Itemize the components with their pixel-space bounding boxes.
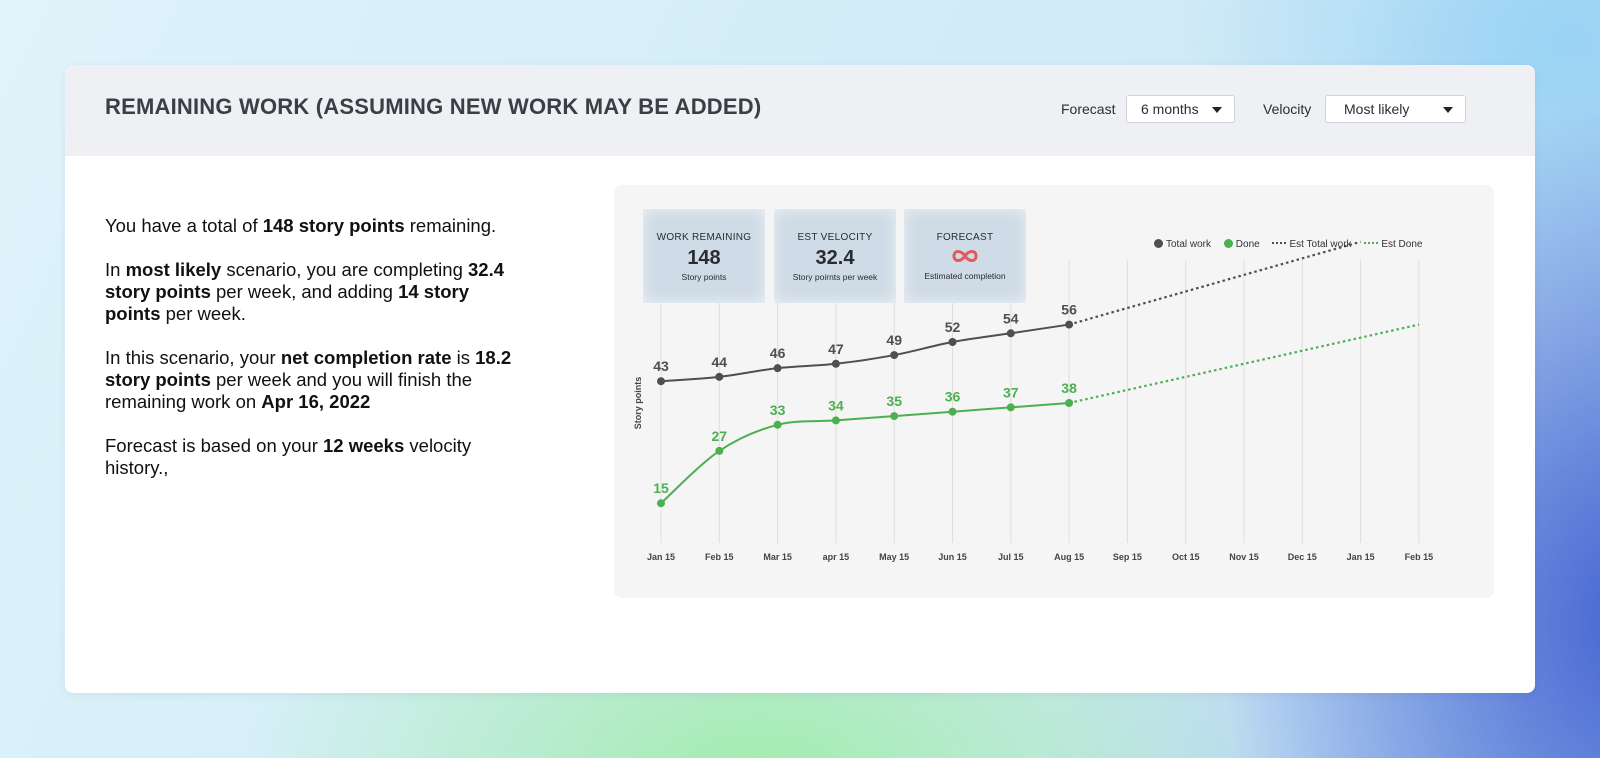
- legend-est-done: Est Done: [1364, 239, 1422, 250]
- x-tick-label: Nov 15: [1229, 552, 1259, 562]
- data-label: 46: [770, 345, 786, 361]
- chart-panel: Jan 15 Feb 15 Mar 15 apr 15 May 15 Jun 15 Jul …: [614, 185, 1494, 598]
- data-point: [715, 446, 724, 455]
- data-label: 43: [653, 358, 669, 374]
- x-tick-label: May 15: [879, 552, 909, 562]
- data-point: [1006, 403, 1015, 412]
- forecast-label: Forecast: [1061, 101, 1116, 117]
- card-header: REMAINING WORK (ASSUMING NEW WORK MAY BE…: [65, 65, 1535, 156]
- page-title: REMAINING WORK (ASSUMING NEW WORK MAY BE…: [105, 94, 762, 119]
- data-label: 56: [1061, 302, 1077, 318]
- x-tick-label: Dec 15: [1288, 552, 1317, 562]
- data-label: 33: [770, 402, 786, 418]
- data-label: 15: [653, 480, 669, 496]
- x-tick-label: Feb 15: [705, 552, 734, 562]
- summary-history: Forecast is based on your 12 weeks veloc…: [105, 435, 472, 478]
- x-tick-label: apr 15: [823, 552, 850, 562]
- x-tick-label: Jan 15: [1347, 552, 1375, 562]
- kpi-est-velocity-sub: Story poirnts per week: [792, 272, 878, 282]
- remaining-work-card: REMAINING WORK (ASSUMING NEW WORK MAY BE…: [65, 65, 1535, 693]
- kpi-work-remaining-sub: Story points: [681, 272, 727, 282]
- kpi-est-velocity: EST VELOCITY 32.4 Story poirnts per week: [774, 209, 896, 303]
- x-tick-label: Jun 15: [938, 552, 967, 562]
- kpi-work-remaining-label: WORK REMAINING: [656, 232, 752, 243]
- summary-velocity: In most likely scenario, you are complet…: [105, 259, 505, 324]
- data-point: [948, 407, 957, 416]
- series-line-total-work: [660, 323, 1070, 383]
- velocity-select[interactable]: Most likely: [1325, 95, 1466, 123]
- kpi-est-velocity-label: EST VELOCITY: [797, 232, 873, 243]
- summary-net-rate: In this scenario, your net completion ra…: [105, 347, 512, 412]
- data-point: [1065, 320, 1074, 329]
- data-point: [1006, 329, 1015, 338]
- kpi-forecast-sub: Estimated completion: [924, 271, 1006, 281]
- data-point: [831, 416, 840, 425]
- data-label: 52: [945, 319, 961, 335]
- data-label: 47: [828, 341, 844, 357]
- chart-legend: Total work Done Est Total work Est Done: [1154, 239, 1432, 250]
- y-axis-label: Story points: [633, 376, 643, 430]
- data-point: [657, 377, 665, 386]
- data-label: 35: [886, 393, 902, 409]
- legend-done: Done: [1223, 239, 1260, 250]
- data-point: [890, 412, 899, 421]
- velocity-label: Velocity: [1263, 101, 1312, 117]
- velocity-select-value: Most likely: [1344, 101, 1410, 117]
- data-label: 44: [712, 354, 728, 370]
- x-tick-label: Feb 15: [1405, 552, 1434, 562]
- kpi-forecast-label: FORECAST: [936, 232, 994, 243]
- data-point: [773, 420, 782, 429]
- data-label: 49: [886, 332, 902, 348]
- x-tick-label: Oct 15: [1172, 552, 1200, 562]
- forecast-summary: You have a total of 148 story points rem…: [105, 215, 525, 501]
- data-label: 27: [712, 428, 728, 444]
- chevron-down-icon: [1212, 107, 1222, 113]
- forecast-select[interactable]: 6 months: [1126, 95, 1235, 123]
- x-tick-label: Jul 15: [998, 552, 1024, 562]
- infinity-icon: [904, 245, 1026, 269]
- data-point: [948, 338, 957, 346]
- data-point: [890, 351, 899, 360]
- data-label: 36: [945, 389, 961, 405]
- data-point: [1065, 399, 1074, 407]
- x-tick-label: Sep 15: [1113, 552, 1142, 562]
- data-label: 38: [1061, 380, 1077, 396]
- kpi-est-velocity-value: 32.4: [815, 247, 855, 269]
- chevron-down-icon: [1443, 107, 1453, 113]
- series-line-est-done: [1068, 323, 1420, 405]
- kpi-work-remaining-value: 148: [687, 247, 721, 269]
- series-line-est-total-work: [1068, 240, 1361, 326]
- x-tick-label: Mar 15: [763, 552, 792, 562]
- data-point: [715, 372, 724, 381]
- summary-total: You have a total of 148 story points rem…: [105, 215, 497, 236]
- data-point: [831, 359, 840, 368]
- remaining-work-chart: Jan 15 Feb 15 Mar 15 apr 15 May 15 Jun 15 Jul …: [647, 240, 1434, 562]
- data-label: 54: [1003, 310, 1019, 326]
- data-label: 37: [1003, 384, 1019, 400]
- data-label: 34: [828, 397, 844, 413]
- kpi-work-remaining: WORK REMAINING 148 Story points: [643, 209, 765, 303]
- data-point: [773, 364, 782, 373]
- legend-total-work: Total work: [1154, 239, 1211, 250]
- x-tick-label: Aug 15: [1054, 552, 1084, 562]
- forecast-select-value: 6 months: [1141, 101, 1199, 117]
- kpi-forecast: FORECAST Estimated completion: [904, 209, 1026, 303]
- legend-est-total-work: Est Total work: [1272, 239, 1352, 250]
- x-tick-label: Jan 15: [647, 552, 675, 562]
- data-point: [657, 499, 665, 508]
